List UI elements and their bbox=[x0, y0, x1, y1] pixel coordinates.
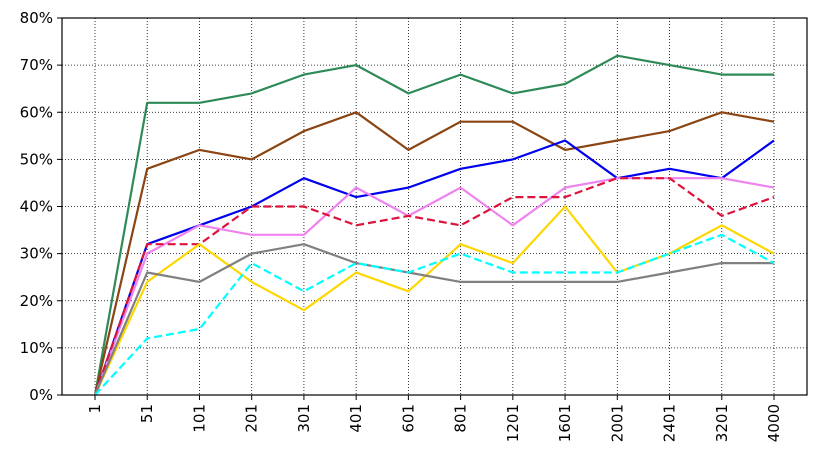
plot-area bbox=[93, 54, 775, 396]
y-tick-label: 20% bbox=[20, 292, 53, 310]
series-line-7 bbox=[93, 243, 774, 396]
x-tick-label: 301 bbox=[295, 404, 313, 433]
y-tick-label: 10% bbox=[20, 339, 53, 357]
y-axis: 0% 10% 20% 30% 40% 50% 60% 70% 80% bbox=[20, 9, 62, 404]
x-tick-label: 401 bbox=[347, 404, 365, 433]
y-tick-label: 60% bbox=[20, 103, 53, 121]
x-tick-label: 4000 bbox=[765, 404, 783, 442]
series-line-2 bbox=[93, 111, 775, 396]
x-tick-label: 51 bbox=[138, 404, 156, 423]
series-line-5 bbox=[93, 177, 775, 396]
y-tick-label: 70% bbox=[20, 56, 53, 74]
series-line-8 bbox=[94, 233, 775, 396]
grid bbox=[62, 17, 807, 396]
x-tick-label: 1601 bbox=[556, 404, 574, 442]
y-tick-label: 80% bbox=[20, 9, 53, 27]
y-tick-label: 40% bbox=[20, 198, 53, 216]
series-line-1 bbox=[93, 54, 774, 396]
x-tick-label: 1 bbox=[86, 404, 104, 414]
x-tick-label: 201 bbox=[243, 404, 261, 433]
series-line-3 bbox=[93, 139, 775, 396]
y-tick-label: 30% bbox=[20, 245, 53, 263]
x-tick-label: 3201 bbox=[713, 404, 731, 442]
series-line-6 bbox=[94, 205, 775, 396]
x-tick-label: 601 bbox=[399, 404, 417, 433]
y-tick-label: 0% bbox=[29, 386, 53, 404]
y-tick-label: 50% bbox=[20, 150, 53, 168]
x-tick-label: 801 bbox=[452, 404, 470, 433]
x-tick-label: 1201 bbox=[504, 404, 522, 442]
series-line-4 bbox=[93, 177, 775, 396]
x-tick-label: 2001 bbox=[608, 404, 626, 442]
x-tick-label: 101 bbox=[190, 404, 208, 433]
x-tick-label: 2401 bbox=[661, 404, 679, 442]
x-axis: 1 51 101 201 301 401 601 801 1201 1601 2001 2401 320… bbox=[86, 395, 783, 442]
